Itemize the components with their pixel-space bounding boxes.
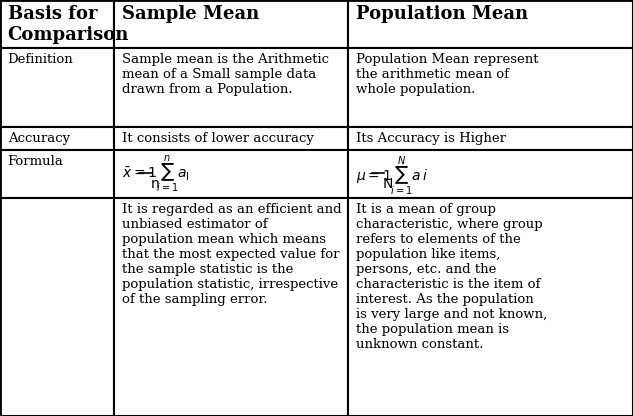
Text: $\mathrm{n}$: $\mathrm{n}$ (150, 177, 160, 191)
Text: It is a mean of group
characteristic, where group
refers to elements of the
popu: It is a mean of group characteristic, wh… (356, 203, 547, 351)
Bar (348, 48, 633, 127)
Text: It consists of lower accuracy: It consists of lower accuracy (122, 132, 313, 145)
Bar (114, 198, 348, 416)
Text: Population Mean: Population Mean (356, 5, 528, 23)
Text: $\bar{x}=1\sum_{i=1}^{n} a_{\mathrm{I}}$: $\bar{x}=1\sum_{i=1}^{n} a_{\mathrm{I}}$ (122, 154, 189, 195)
Bar (0, 150, 114, 198)
Text: Accuracy: Accuracy (8, 132, 70, 145)
Text: $\mu{=}1\sum_{i=1}^{N} a\,i$: $\mu{=}1\sum_{i=1}^{N} a\,i$ (356, 154, 428, 198)
Bar (0, 127, 114, 150)
Text: Basis for
Comparison: Basis for Comparison (8, 5, 129, 44)
Bar (348, 127, 633, 150)
Bar (348, 198, 633, 416)
Text: Population Mean represent
the arithmetic mean of
whole population.: Population Mean represent the arithmetic… (356, 53, 538, 96)
Bar (348, 150, 633, 198)
Text: It is regarded as an efficient and
unbiased estimator of
population mean which m: It is regarded as an efficient and unbia… (122, 203, 341, 306)
Bar (0, 198, 114, 416)
Text: Sample mean is the Arithmetic
mean of a Small sample data
drawn from a Populatio: Sample mean is the Arithmetic mean of a … (122, 53, 329, 96)
Bar (348, 0, 633, 48)
Bar (114, 127, 348, 150)
Bar (0, 48, 114, 127)
Text: Definition: Definition (8, 53, 73, 66)
Bar (114, 0, 348, 48)
Bar (114, 48, 348, 127)
Bar (114, 150, 348, 198)
Text: $\mathrm{N}$: $\mathrm{N}$ (382, 177, 393, 191)
Text: Its Accuracy is Higher: Its Accuracy is Higher (356, 132, 506, 145)
Text: Formula: Formula (8, 155, 63, 168)
Text: Sample Mean: Sample Mean (122, 5, 259, 23)
Bar (0, 0, 114, 48)
